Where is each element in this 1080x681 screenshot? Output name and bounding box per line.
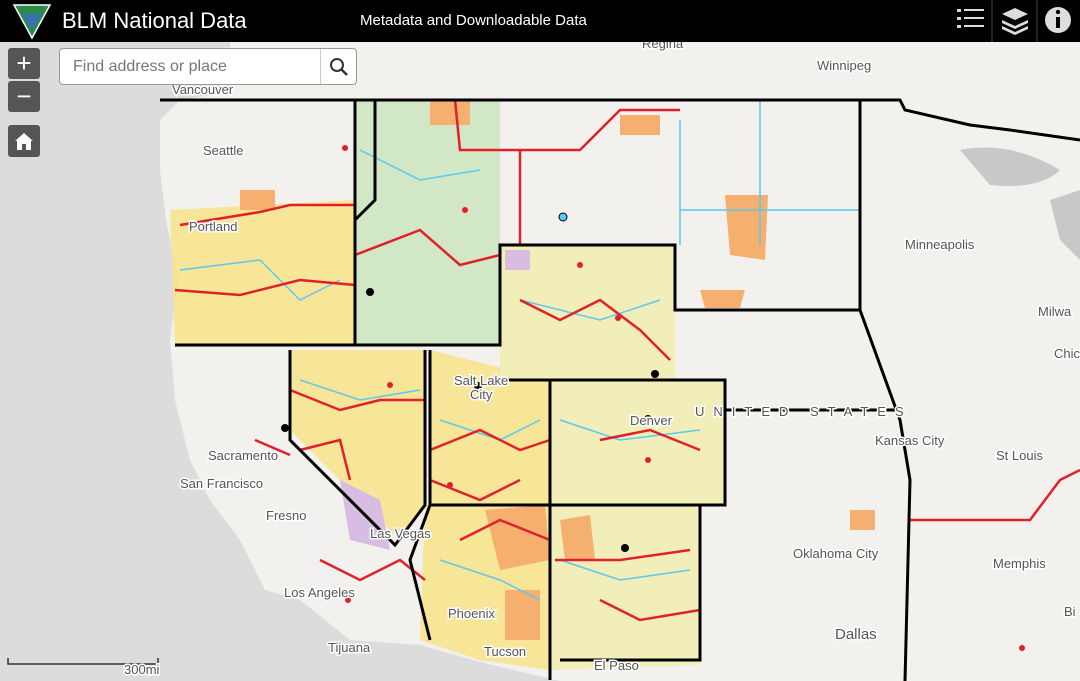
home-button[interactable] (8, 125, 40, 157)
search-box[interactable]: Find address or place (59, 48, 357, 85)
place-label: UNITED STATES (695, 404, 913, 419)
search-placeholder: Find address or place (73, 58, 227, 75)
place-label: Los Angeles (284, 585, 355, 600)
place-label: Portland (189, 219, 237, 234)
place-label: Milwa (1038, 304, 1072, 319)
layers-button[interactable] (1002, 8, 1028, 35)
place-label: Memphis (993, 556, 1046, 571)
header: BLM National Data Metadata and Downloada… (0, 0, 1080, 42)
place-label: City (470, 387, 493, 402)
place-label: Vancouver (172, 82, 234, 97)
state-borders (160, 98, 1080, 681)
place-label: Minneapolis (905, 237, 975, 252)
blm-lands (170, 100, 875, 670)
info-button[interactable] (1045, 7, 1071, 33)
place-label: Salt Lake (454, 373, 508, 388)
search-button[interactable] (320, 49, 356, 84)
place-label: El Paso (594, 658, 639, 673)
place-labels: Regina Winnipeg Vancouver Seattle Portland Mi… (171, 42, 1080, 675)
points (281, 145, 1025, 651)
place-label: Las Vegas (370, 526, 431, 541)
scale-label: 300mi (124, 662, 160, 677)
zoom-in[interactable]: + (8, 48, 40, 79)
scale-bar: 300mi (7, 658, 161, 679)
place-label: Chic (1054, 346, 1080, 361)
place-label: Winnipeg (817, 58, 871, 73)
place-label: Fresno (266, 508, 306, 523)
place-label: Sacramento (208, 448, 278, 463)
place-label: Denver (630, 413, 673, 428)
district-lines (174, 99, 1080, 622)
zoom-out[interactable]: − (8, 81, 40, 112)
metadata-link[interactable]: Metadata and Downloadable Data (360, 12, 587, 29)
place-label: Tijuana (328, 640, 371, 655)
place-label: St Louis (996, 448, 1043, 463)
toolbar (957, 0, 1071, 42)
logo (12, 4, 52, 40)
app-title: BLM National Data (62, 8, 247, 33)
place-label: Seattle (203, 143, 243, 158)
place-label: Regina (642, 42, 684, 51)
place-label: Oklahoma City (793, 546, 879, 561)
legend-button[interactable] (957, 9, 984, 28)
place-label: Phoenix (448, 606, 495, 621)
place-label: Dallas (835, 626, 877, 643)
place-label: Kansas City (875, 433, 945, 448)
place-label: Tucson (484, 644, 526, 659)
place-label: Bi (1064, 604, 1076, 619)
place-label: San Francisco (180, 476, 263, 491)
map-view[interactable]: Regina Winnipeg Vancouver Seattle Portland Mi… (0, 42, 1080, 681)
